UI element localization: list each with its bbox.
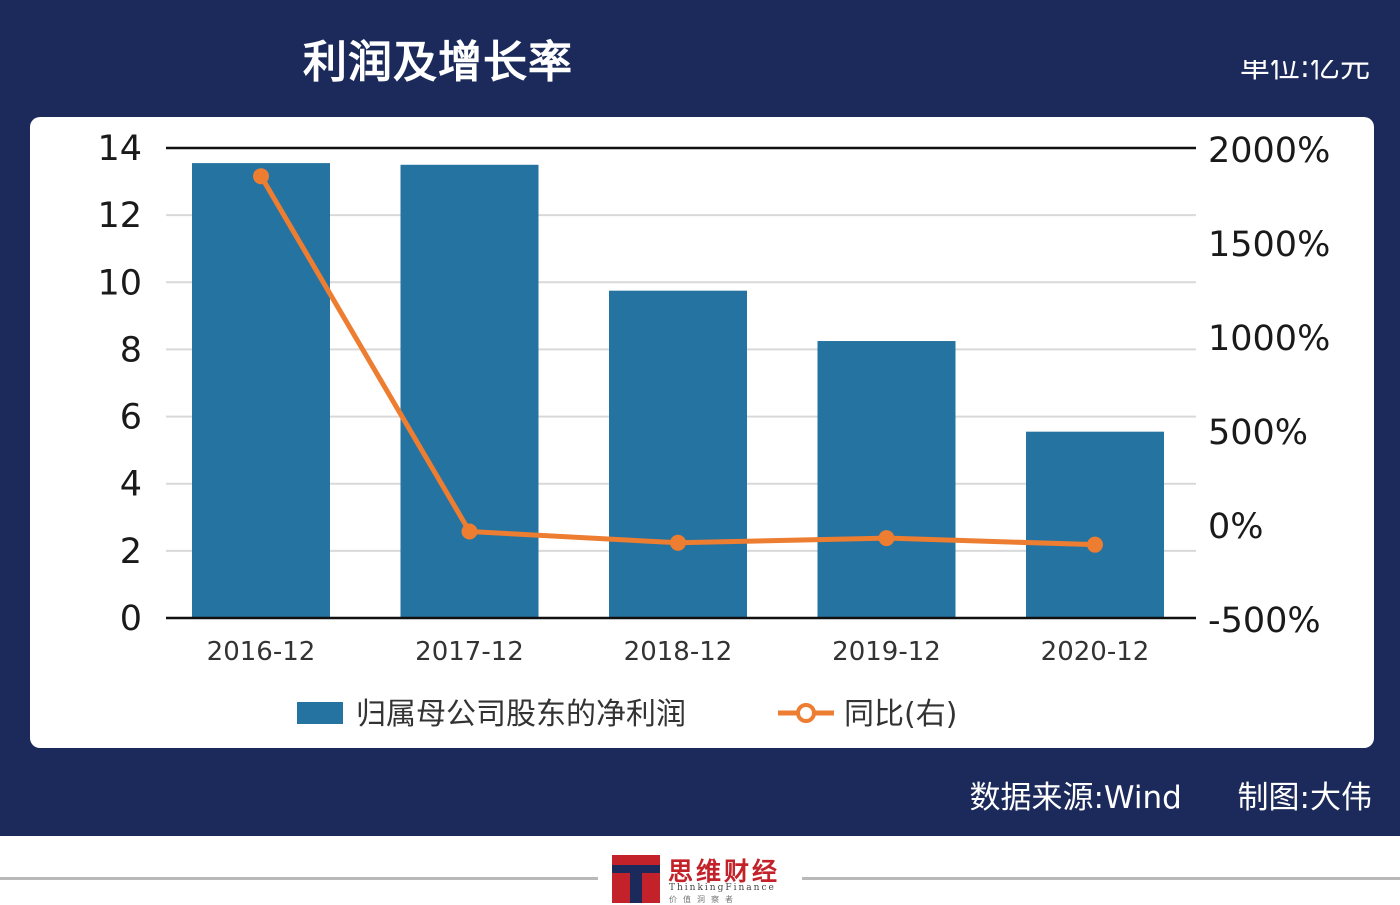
axes: [166, 146, 1196, 620]
left-tick-label: 10: [97, 263, 142, 303]
bar: [192, 163, 330, 618]
left-tick-label: 14: [97, 129, 142, 169]
yoy-point: [461, 523, 478, 540]
right-tick-label: 1000%: [1208, 319, 1330, 359]
left-tick-label: 4: [120, 465, 142, 505]
unit-label: 单位:亿元: [1239, 60, 1370, 84]
divider-right: [802, 877, 1400, 880]
chart-title: 利润及增长率: [303, 37, 573, 88]
legend-label-line: 同比(右): [844, 697, 957, 732]
brand-motto: 价值洞察者: [669, 895, 739, 904]
left-axis-ticks: 0 2 4 6 8 10 12 14: [97, 129, 142, 639]
legend: 归属母公司股东的净利润 同比(右): [297, 697, 957, 732]
right-tick-label: -500%: [1208, 601, 1321, 641]
left-tick-label: 8: [120, 330, 142, 370]
bar: [1026, 431, 1164, 618]
left-tick-label: 2: [120, 532, 142, 572]
brand-name: 思维财经: [668, 857, 781, 886]
left-tick-label: 12: [97, 196, 142, 236]
legend-label-bar: 归属母公司股东的净利润: [356, 697, 686, 732]
legend-swatch-marker: [796, 703, 816, 723]
brand-english: ThinkingFinance: [669, 883, 776, 893]
brand-logo-icon: [612, 855, 660, 903]
x-tick-label: 2019-12: [832, 637, 941, 667]
yoy-point: [878, 530, 895, 547]
x-axis-ticks: 2016-12 2017-12 2018-12 2019-12 2020-12: [207, 637, 1150, 667]
x-tick-label: 2020-12: [1041, 637, 1150, 667]
bar-series: [192, 163, 1164, 618]
x-tick-label: 2017-12: [415, 637, 524, 667]
yoy-line-series: [253, 168, 1103, 553]
yoy-point: [1087, 536, 1103, 553]
right-tick-label: 0%: [1208, 507, 1264, 547]
bar: [609, 290, 747, 618]
author-text: 制图:大伟: [1237, 780, 1372, 816]
right-tick-label: 1500%: [1208, 225, 1330, 265]
bar: [817, 341, 956, 618]
right-tick-label: 500%: [1208, 413, 1308, 453]
left-tick-label: 6: [120, 398, 142, 438]
x-tick-label: 2016-12: [207, 637, 316, 667]
bar: [400, 164, 539, 618]
right-axis-ticks: -500% 0% 500% 1000% 1500% 2000%: [1208, 131, 1330, 641]
left-tick-label: 0: [120, 599, 142, 639]
x-tick-label: 2018-12: [624, 637, 733, 667]
chart-svg: 0 2 4 6 8 10 12 14 -500% 0% 500% 1000% 1500% 2000% 2…: [97, 129, 1330, 732]
yoy-point: [670, 534, 686, 551]
chart-panel: 0 2 4 6 8 10 12 14 -500% 0% 500% 1000% 1500% 2000% 2…: [30, 117, 1374, 748]
right-tick-label: 2000%: [1208, 131, 1330, 171]
source-note: 数据来源:Wind 制图:大伟: [969, 772, 1372, 817]
legend-swatch-bar: [297, 702, 343, 724]
yoy-point: [253, 168, 269, 185]
source-text: 数据来源:Wind: [969, 780, 1182, 816]
divider-left: [0, 877, 598, 880]
